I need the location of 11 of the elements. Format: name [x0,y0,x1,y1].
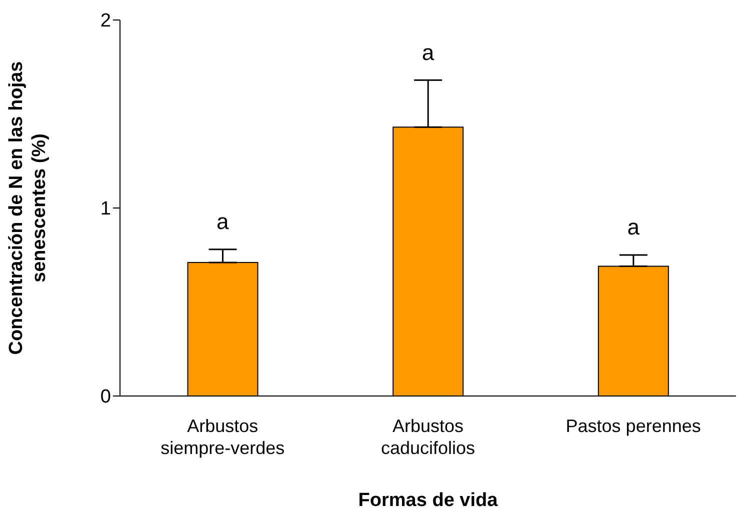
x-tick-label: Arbustos siempre-verdes [160,416,285,458]
annotation: a [627,214,640,240]
y-tick-label: 2 [100,10,111,32]
y-axis-title: Concentración de N en las hojas senescentes (%) [6,61,50,355]
annotation: a [422,40,435,65]
y-tick-label: 0 [100,386,111,408]
x-tick-label: Pastos perennes [566,416,701,436]
annotation: a [216,208,230,234]
y-tick-label: 1 [100,198,111,220]
x-tick-label: Arbustos caducifolios [380,416,476,458]
x-axis-title: Formas de vida [358,490,498,511]
